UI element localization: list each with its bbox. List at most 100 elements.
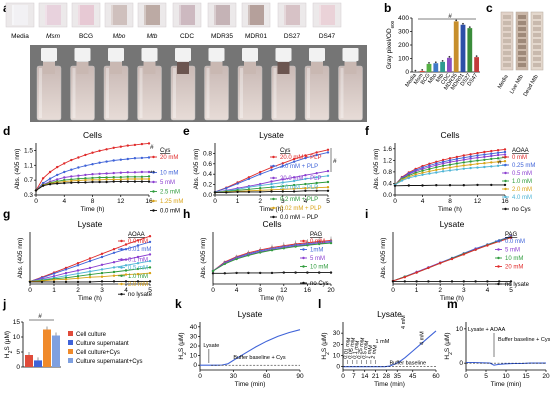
data-point xyxy=(448,184,452,187)
data-point xyxy=(136,262,140,265)
data-point xyxy=(292,183,296,187)
y-axis-label: Gray pixel/OD600 xyxy=(386,20,395,69)
data-point xyxy=(486,244,489,247)
data-point xyxy=(64,278,68,281)
y-tick-label: 10 xyxy=(13,334,21,341)
data-point xyxy=(441,158,445,162)
data-point xyxy=(136,239,140,242)
data-point xyxy=(435,166,438,169)
data-point xyxy=(483,158,486,161)
data-point xyxy=(119,178,123,181)
bottle-glare xyxy=(39,68,42,118)
y-tick-label: 0.8 xyxy=(383,169,392,176)
data-point xyxy=(77,166,80,169)
data-point xyxy=(84,178,87,182)
strip-label: CDC xyxy=(180,33,194,40)
significance-mark: # xyxy=(38,313,42,320)
data-point xyxy=(56,178,59,181)
data-point xyxy=(247,186,251,189)
data-point xyxy=(474,280,477,283)
y-tick-label: 10 xyxy=(190,353,198,360)
legend-marker xyxy=(120,239,123,243)
data-point xyxy=(490,154,493,158)
legend-marker xyxy=(152,199,155,203)
legend-label: 5 mM xyxy=(505,248,520,254)
data-point xyxy=(64,271,68,275)
data-point xyxy=(448,160,452,164)
data-point xyxy=(112,146,115,149)
legend-marker xyxy=(120,274,123,277)
data-point xyxy=(148,259,152,263)
bar xyxy=(447,57,452,72)
legend-marker xyxy=(120,248,123,251)
data-point xyxy=(490,183,493,187)
data-point xyxy=(455,165,459,168)
legend-marker xyxy=(302,248,305,251)
x-tick-label: 4 xyxy=(62,198,66,205)
y-tick-label: 1.1 xyxy=(24,162,33,169)
bottle-strip-light xyxy=(76,62,89,74)
data-point xyxy=(98,172,101,175)
data-point xyxy=(148,266,152,269)
data-point xyxy=(462,253,465,256)
data-point xyxy=(435,184,438,187)
bar-point xyxy=(441,59,444,62)
data-point xyxy=(435,160,438,163)
annotation-text: Buffer baseline xyxy=(390,361,427,367)
data-point xyxy=(133,171,137,174)
strip-label: Mtb xyxy=(147,33,158,40)
legend-title: PAG xyxy=(310,232,323,238)
strip-segment xyxy=(503,51,511,55)
x-tick-label: 15 xyxy=(522,373,530,380)
legend-marker xyxy=(120,258,123,261)
data-point xyxy=(326,189,330,192)
data-point xyxy=(98,180,101,184)
y-tick-label: 0.0 xyxy=(383,192,392,199)
strip-label: DS27 xyxy=(284,33,301,40)
data-point xyxy=(259,251,262,254)
data-point xyxy=(315,189,318,192)
panel-h-chart: Cells 0 4 8 12 16 20 Time (h) Abs. (405 nm) PAG0 … xyxy=(200,219,335,302)
data-point xyxy=(148,240,152,244)
legend-marker xyxy=(504,207,507,211)
y-tick-label: 0.2 xyxy=(203,182,212,189)
data-point xyxy=(76,262,80,265)
data-point xyxy=(439,280,442,283)
legend-marker xyxy=(497,256,500,260)
x-tick-label: 28 xyxy=(383,373,391,380)
x-tick-label: 14 xyxy=(361,373,369,380)
data-point xyxy=(326,180,330,184)
y-tick-label: 0.0 xyxy=(203,192,212,199)
strip-segment xyxy=(518,15,526,19)
bar xyxy=(474,57,479,72)
y-tick-label: 0.4 xyxy=(383,180,392,187)
strip-highlight xyxy=(78,5,80,25)
bar-point xyxy=(475,55,478,58)
y-axis-label: H2S (μM) xyxy=(444,332,454,359)
data-point xyxy=(100,255,104,259)
data-point xyxy=(476,166,479,169)
x-tick-label: 12 xyxy=(117,198,125,205)
bottle-strip-light xyxy=(210,62,223,74)
lead-acetate-strip xyxy=(111,5,127,25)
data-point xyxy=(126,157,129,161)
significance-mark: # xyxy=(498,159,502,166)
data-point xyxy=(126,175,129,178)
data-point xyxy=(84,164,87,167)
data-point xyxy=(462,184,465,187)
bottle-strip-light xyxy=(344,62,357,74)
category-label: Mbo xyxy=(427,73,438,85)
panel-i-letter: i xyxy=(365,207,368,221)
data-point xyxy=(64,280,68,284)
data-point xyxy=(124,269,128,272)
x-tick-label: 5 xyxy=(326,198,330,205)
bar-point xyxy=(455,19,458,22)
strip-labels: Media Msm BCG Mbo Mtb CDC MDR35 MDR01 DS27 DS47 xyxy=(11,33,335,40)
data-point xyxy=(498,280,501,283)
data-point xyxy=(292,179,296,183)
legend-label: 20.0 mM − PLP xyxy=(280,176,322,182)
bottle-glare xyxy=(206,68,210,118)
x-tick-label: 16 xyxy=(145,198,153,205)
strip-segment xyxy=(533,33,541,37)
